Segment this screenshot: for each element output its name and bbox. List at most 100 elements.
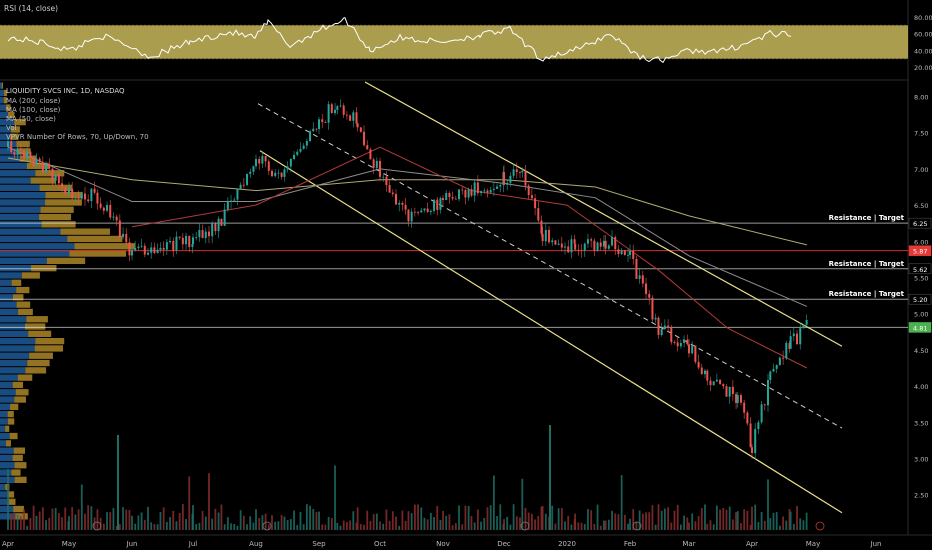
candle-body bbox=[388, 185, 391, 193]
volume-bar bbox=[90, 506, 93, 530]
candle-body bbox=[554, 240, 557, 245]
volume-bar bbox=[366, 510, 369, 530]
volume-bar bbox=[16, 514, 19, 530]
volume-bar bbox=[93, 517, 96, 530]
candle-body bbox=[156, 249, 159, 253]
volume-bar bbox=[140, 512, 143, 530]
candle-body bbox=[198, 230, 201, 238]
volume-bar bbox=[442, 510, 444, 530]
candle-body bbox=[80, 193, 83, 199]
volume-bar bbox=[583, 524, 586, 530]
candle-body bbox=[796, 333, 799, 345]
candle-body bbox=[410, 211, 413, 222]
candle-body bbox=[627, 254, 630, 256]
volume-bar bbox=[782, 516, 784, 530]
price-label: 5.20 bbox=[913, 296, 927, 304]
vpvr-row-down bbox=[16, 301, 31, 308]
vpvr-row-up bbox=[0, 235, 68, 243]
volume-bar bbox=[74, 514, 77, 530]
candle-body bbox=[115, 216, 118, 221]
volume-bar bbox=[192, 505, 194, 530]
candle-body bbox=[109, 204, 112, 218]
volume-bar bbox=[503, 519, 505, 530]
volume-bar bbox=[580, 522, 583, 530]
candle-body bbox=[379, 160, 381, 177]
volume-bar bbox=[35, 515, 38, 530]
volume-bar bbox=[162, 507, 165, 530]
vpvr-row-down bbox=[17, 374, 33, 381]
volume-bar bbox=[775, 512, 778, 530]
volume-bar bbox=[557, 508, 560, 530]
candle-body bbox=[442, 198, 445, 201]
volume-bar bbox=[623, 514, 626, 530]
vpvr-row-down bbox=[40, 206, 74, 213]
rsi-tick-label: 80.00 bbox=[914, 14, 932, 22]
candle-body bbox=[461, 189, 464, 191]
volume-bar bbox=[697, 515, 700, 530]
candle-body bbox=[71, 188, 74, 199]
candle-body bbox=[778, 357, 781, 365]
candle-body bbox=[599, 242, 602, 247]
volume-bar bbox=[530, 513, 533, 530]
candle-body bbox=[596, 242, 599, 251]
candle-body bbox=[746, 412, 749, 424]
price-label: 5.87 bbox=[913, 248, 927, 256]
candle-body bbox=[426, 208, 429, 213]
volume-bar bbox=[614, 513, 617, 530]
candle-body bbox=[327, 104, 330, 123]
volume-bar bbox=[660, 510, 663, 530]
vpvr-row-down bbox=[45, 192, 83, 199]
vpvr-row-down bbox=[12, 454, 23, 462]
candles bbox=[7, 99, 808, 460]
vpvr-row-down bbox=[15, 389, 29, 396]
vpvr-row-down bbox=[35, 170, 65, 177]
volume-bar bbox=[372, 513, 375, 530]
vpvr-row-up bbox=[0, 148, 17, 155]
candle-body bbox=[185, 235, 188, 245]
vpvr-row-down bbox=[7, 111, 15, 118]
candle-body bbox=[722, 384, 725, 387]
candle-body bbox=[299, 148, 302, 152]
volume-bar bbox=[54, 508, 57, 530]
candle-body bbox=[709, 380, 712, 386]
candle-body bbox=[604, 240, 607, 249]
candle-body bbox=[524, 170, 527, 186]
volume-bar bbox=[599, 525, 602, 530]
vpvr-row-up bbox=[0, 462, 15, 469]
volume-bar bbox=[420, 507, 423, 530]
vpvr-row-up bbox=[0, 469, 12, 476]
volume-bar bbox=[150, 522, 153, 530]
volume-bar bbox=[429, 512, 432, 530]
volume-bar bbox=[178, 512, 181, 530]
candle-body bbox=[345, 114, 348, 116]
volume-bar bbox=[439, 520, 442, 530]
volume-bar bbox=[51, 508, 54, 530]
candle-body bbox=[629, 250, 632, 255]
volume-bar bbox=[603, 520, 605, 530]
legend-ma100: MA (100, close) bbox=[6, 106, 61, 114]
candle-body bbox=[476, 182, 479, 194]
volume-bar bbox=[342, 520, 345, 530]
volume-bar bbox=[312, 508, 315, 530]
candle-body bbox=[321, 119, 324, 123]
volume-bar bbox=[299, 511, 302, 530]
candle-body bbox=[54, 174, 57, 181]
candle-body bbox=[751, 447, 753, 454]
volume-bar bbox=[540, 506, 543, 530]
volume-bar bbox=[426, 519, 429, 530]
candle-body bbox=[274, 172, 277, 177]
volume-bar bbox=[688, 522, 690, 530]
candle-body bbox=[789, 336, 792, 349]
vpvr-row-down bbox=[26, 162, 49, 170]
candle-body bbox=[302, 145, 305, 149]
volume-bar bbox=[32, 505, 35, 530]
volume-bar bbox=[679, 524, 682, 530]
volume-bar bbox=[448, 514, 451, 530]
candle-body bbox=[670, 327, 673, 343]
vpvr-row-down bbox=[21, 272, 40, 279]
vpvr-row-up bbox=[0, 97, 4, 104]
price-label-box bbox=[908, 245, 932, 256]
price-tick-label: 8.00 bbox=[914, 93, 928, 101]
candle-body bbox=[359, 127, 362, 132]
volume-bar bbox=[473, 522, 476, 530]
